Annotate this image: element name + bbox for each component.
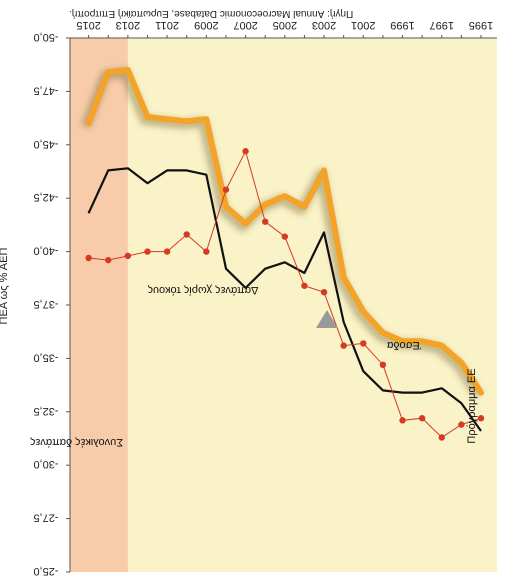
x-tick-label: 2015 (76, 19, 100, 31)
y-tick-label: -42,5 (33, 191, 58, 203)
x-tick-label: 2011 (155, 19, 179, 31)
annotations-layer: Πηγή: Annual Macroeconomic Database, Ευρ… (0, 8, 478, 448)
program-period-label: Πρόγραμμα ΕΕ (466, 368, 478, 443)
total-expenditure-label: Συνολικές δαπάνες (30, 436, 123, 448)
revenue-point (105, 256, 112, 264)
total-expenditure-line (85, 67, 484, 396)
y-tick-label: -50,0 (33, 31, 58, 43)
revenue-label: Έσοδα (386, 339, 422, 351)
revenue-point (379, 361, 387, 369)
program-period-shading (70, 38, 128, 572)
revenue-point (320, 288, 328, 296)
revenue-point (418, 415, 426, 422)
revenue-point (477, 415, 485, 422)
x-tick-label: 1999 (390, 19, 414, 31)
revenue-point (438, 434, 445, 441)
x-tick-label: 1995 (469, 19, 493, 31)
y-tick-label: -27,5 (33, 512, 58, 524)
y-tick-label: -37,5 (33, 298, 58, 310)
revenue-point (261, 218, 269, 225)
plot-background-layer (70, 38, 497, 572)
revenue-point (399, 417, 406, 424)
x-tick-label: 2001 (351, 19, 375, 31)
source-note: Πηγή: Annual Macroeconomic Database, Ευρ… (69, 8, 353, 20)
x-tick-label: 2007 (233, 19, 257, 31)
x-tick-label: 1997 (430, 19, 454, 31)
revenue-point (124, 252, 132, 260)
x-tick-label: 2009 (194, 19, 218, 31)
revenue-point (144, 248, 151, 255)
x-tick-label: 2003 (312, 19, 336, 31)
noninterest-expenditure-label: Δαπάνες χωρίς τόκους (148, 284, 259, 296)
series-layer (80, 67, 485, 441)
axes-layer: -50,0 -47,5 -45,0 -42,5 -40,0 -37,5 -35,0 -32,5… (33, 19, 497, 577)
revenue-point (163, 248, 171, 255)
plot-area-background (70, 38, 497, 572)
revenue-point (360, 340, 367, 347)
y-tick-label: -45,0 (33, 138, 58, 150)
revenue-point (203, 248, 210, 255)
y-tick-label: -47,5 (33, 84, 58, 96)
y-tick-label: -30,0 (33, 458, 58, 470)
y-tick-label: -35,0 (33, 351, 58, 363)
y-tick-label: -25,0 (33, 565, 58, 577)
revenue-point (301, 282, 308, 289)
revenue-point (222, 186, 230, 193)
y-tick-label: -40,0 (33, 245, 58, 257)
revenue-point (340, 342, 347, 349)
y-axis-label: ΠΕΑ ως % ΑΕΠ (0, 248, 10, 325)
noninterest-expenditure-line (87, 167, 482, 432)
noninterest-pointer-triangle (316, 310, 338, 328)
x-tick-label: 2013 (116, 19, 140, 31)
revenue-point (242, 148, 249, 155)
chart-root: -50,0 -47,5 -45,0 -42,5 -40,0 -37,5 -35,0 -32,5… (0, 8, 497, 577)
revenue-point (85, 254, 92, 262)
y-tick-label: -32,5 (33, 405, 58, 417)
revenue-point (458, 421, 465, 428)
program-period-band (70, 38, 128, 572)
x-tick-label: 2005 (273, 19, 297, 31)
revenue-point (183, 231, 190, 238)
revenue-point (281, 233, 289, 240)
